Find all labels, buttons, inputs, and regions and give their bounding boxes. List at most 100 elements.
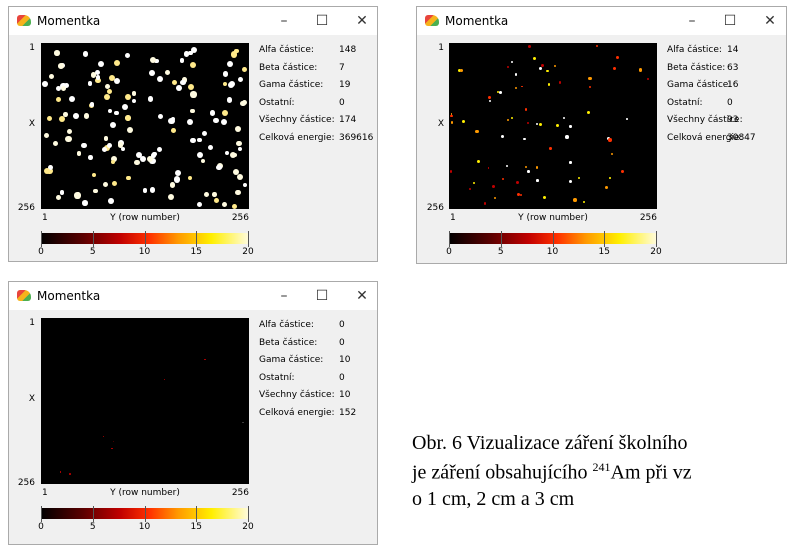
particle-track [58, 63, 64, 69]
particle-track [533, 57, 536, 60]
x-axis-start: 1 [42, 213, 48, 223]
stat-value: 0 [339, 320, 345, 330]
particle-track [73, 113, 79, 119]
detector-image [41, 318, 249, 484]
particle-track [65, 136, 71, 142]
particle-track [556, 124, 560, 128]
particle-track [204, 359, 205, 360]
particle-track [525, 166, 527, 168]
close-button[interactable]: ✕ [347, 285, 377, 307]
maximize-button[interactable]: ☐ [715, 10, 745, 32]
particle-track [596, 45, 598, 47]
stat-label: Celková energie: [259, 408, 335, 418]
colorbar-tick-label: 15 [599, 247, 610, 257]
caption-text: Am při vz [611, 462, 692, 484]
stat-value: 0 [727, 98, 733, 108]
particle-track [569, 125, 571, 127]
particle-track [174, 176, 180, 182]
particle-track [525, 108, 527, 110]
stat-value: 369616 [339, 133, 373, 143]
particle-track [621, 170, 624, 173]
y-axis-start: 1 [438, 43, 444, 53]
particle-track [56, 195, 61, 200]
particle-track [150, 187, 156, 193]
particle-track [107, 143, 112, 148]
stat-value: 7 [339, 63, 345, 73]
particle-track [88, 155, 93, 160]
stat-label: Všechny částice: [259, 115, 335, 125]
title-bar: Momentka–☐✕ [417, 7, 786, 35]
particle-track [83, 51, 89, 57]
particle-track [569, 161, 571, 163]
particle-track [44, 168, 50, 174]
minimize-button[interactable]: – [677, 10, 707, 32]
particle-track [223, 82, 228, 87]
particle-track [54, 50, 60, 56]
detector-image [449, 43, 657, 209]
particle-track [536, 179, 539, 182]
close-button[interactable]: ✕ [755, 10, 785, 32]
particle-track [197, 152, 203, 158]
particle-track [93, 189, 98, 194]
maximize-button[interactable]: ☐ [307, 10, 337, 32]
particle-track [231, 51, 237, 57]
close-button[interactable]: ✕ [347, 10, 377, 32]
particle-track [527, 170, 530, 173]
colorbar-tick [41, 506, 42, 522]
particle-track [175, 170, 181, 176]
stat-value: 0 [339, 98, 345, 108]
particle-track [589, 86, 591, 88]
particle-track [554, 65, 556, 67]
particle-track [74, 192, 80, 198]
colorbar-tick-label: 0 [38, 522, 44, 532]
particle-track [190, 91, 196, 97]
particle-track [103, 436, 104, 437]
particle-track [44, 133, 49, 138]
particle-track [188, 176, 193, 181]
y-axis-label: X [438, 119, 444, 129]
particle-track [125, 115, 131, 121]
particle-track [517, 193, 520, 196]
particle-track [114, 60, 120, 66]
colorbar-tick-label: 10 [547, 247, 558, 257]
particle-track [149, 70, 155, 76]
colorbar-tick [449, 231, 450, 247]
particle-track [132, 99, 137, 104]
particle-track [605, 186, 608, 189]
particle-track [548, 83, 551, 86]
minimize-button[interactable]: – [269, 285, 299, 307]
particle-track [243, 183, 248, 188]
x-axis-label: Y (row number) [110, 213, 180, 223]
colorbar-tick [656, 231, 657, 247]
stat-value: 93 [727, 115, 738, 125]
particle-track [88, 81, 93, 86]
particle-track [501, 135, 504, 138]
particle-track [613, 67, 616, 70]
colorbar-tick [501, 231, 502, 247]
stat-label: Alfa částice: [259, 45, 314, 55]
minimize-button[interactable]: – [269, 10, 299, 32]
maximize-button[interactable]: ☐ [307, 285, 337, 307]
title-bar: Momentka–☐✕ [9, 282, 377, 310]
particle-track [511, 61, 513, 63]
particle-track [49, 74, 54, 79]
particle-track [499, 91, 502, 94]
particle-track [112, 181, 117, 186]
particle-track [227, 97, 232, 102]
particle-track [122, 104, 128, 110]
particle-track [111, 448, 112, 449]
caption-line: o 1 cm, 2 cm a 3 cm [412, 488, 574, 511]
caption-line: Obr. 6 Vizualizace záření školního [412, 432, 688, 455]
particle-track [126, 176, 131, 181]
stat-value: 14 [727, 45, 738, 55]
particle-track [539, 123, 543, 127]
stat-label: Gama částice: [259, 355, 323, 365]
particle-track [136, 152, 142, 158]
particle-track [170, 182, 176, 188]
stat-label: Ostatní: [259, 373, 295, 383]
particle-track [639, 68, 643, 72]
particle-track [187, 119, 193, 125]
colorbar-tick [604, 231, 605, 247]
particle-track [113, 441, 114, 442]
